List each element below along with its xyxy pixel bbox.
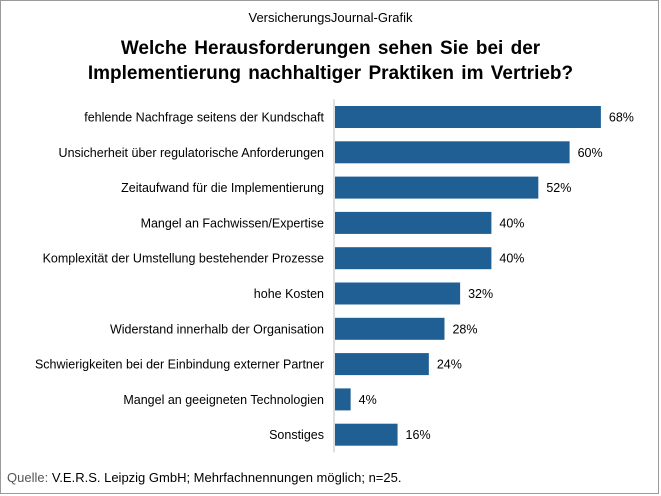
- bar: [335, 106, 601, 128]
- data-label: 60%: [578, 146, 603, 160]
- category-label: Sonstiges: [269, 428, 324, 442]
- category-label: Schwierigkeiten bei der Einbindung exter…: [35, 358, 324, 372]
- category-label: Widerstand innerhalb der Organisation: [110, 322, 324, 336]
- bar: [335, 317, 445, 340]
- bar: [335, 423, 398, 446]
- category-label: Unsicherheit über regulatorische Anforde…: [59, 146, 324, 160]
- chart-footnote: Quelle: V.E.R.S. Leipzig GmbH; Mehrfachn…: [7, 470, 401, 485]
- data-label: 32%: [468, 287, 493, 301]
- bar: [335, 211, 492, 234]
- bar: [335, 176, 539, 199]
- data-label: 40%: [499, 252, 524, 266]
- bar: [335, 141, 570, 164]
- footnote-text: V.E.R.S. Leipzig GmbH; Mehrfachnennungen…: [51, 470, 402, 485]
- data-label: 68%: [609, 111, 634, 125]
- category-label: Komplexität der Umstellung bestehender P…: [43, 252, 324, 266]
- data-label: 52%: [546, 181, 571, 195]
- chart-title-line-2: Implementierung nachhaltiger Praktiken i…: [87, 63, 574, 84]
- data-label: 28%: [452, 322, 477, 336]
- category-label: fehlende Nachfrage seitens der Kundschaf…: [84, 111, 324, 125]
- data-label: 40%: [499, 216, 524, 230]
- bar: [335, 388, 351, 411]
- data-label: 16%: [406, 428, 431, 442]
- chart-title: Welche Herausforderungen sehen Sie bei d…: [0, 36, 661, 86]
- bar: [335, 282, 461, 305]
- chart-source-label: VersicherungsJournal-Grafik: [248, 10, 413, 25]
- footnote-quelle-label: Quelle:: [7, 470, 49, 485]
- chart-title-line-1: Welche Herausforderungen sehen Sie bei d…: [120, 38, 541, 59]
- category-label: Mangel an Fachwissen/Expertise: [141, 216, 324, 230]
- category-label: Mangel an geeigneten Technologien: [123, 393, 324, 407]
- category-label: hohe Kosten: [254, 287, 324, 301]
- data-label: 24%: [437, 358, 462, 372]
- data-label: 4%: [359, 393, 377, 407]
- category-label: Zeitaufwand für die Implementierung: [121, 181, 324, 195]
- bar: [335, 353, 429, 376]
- bar: [335, 247, 492, 270]
